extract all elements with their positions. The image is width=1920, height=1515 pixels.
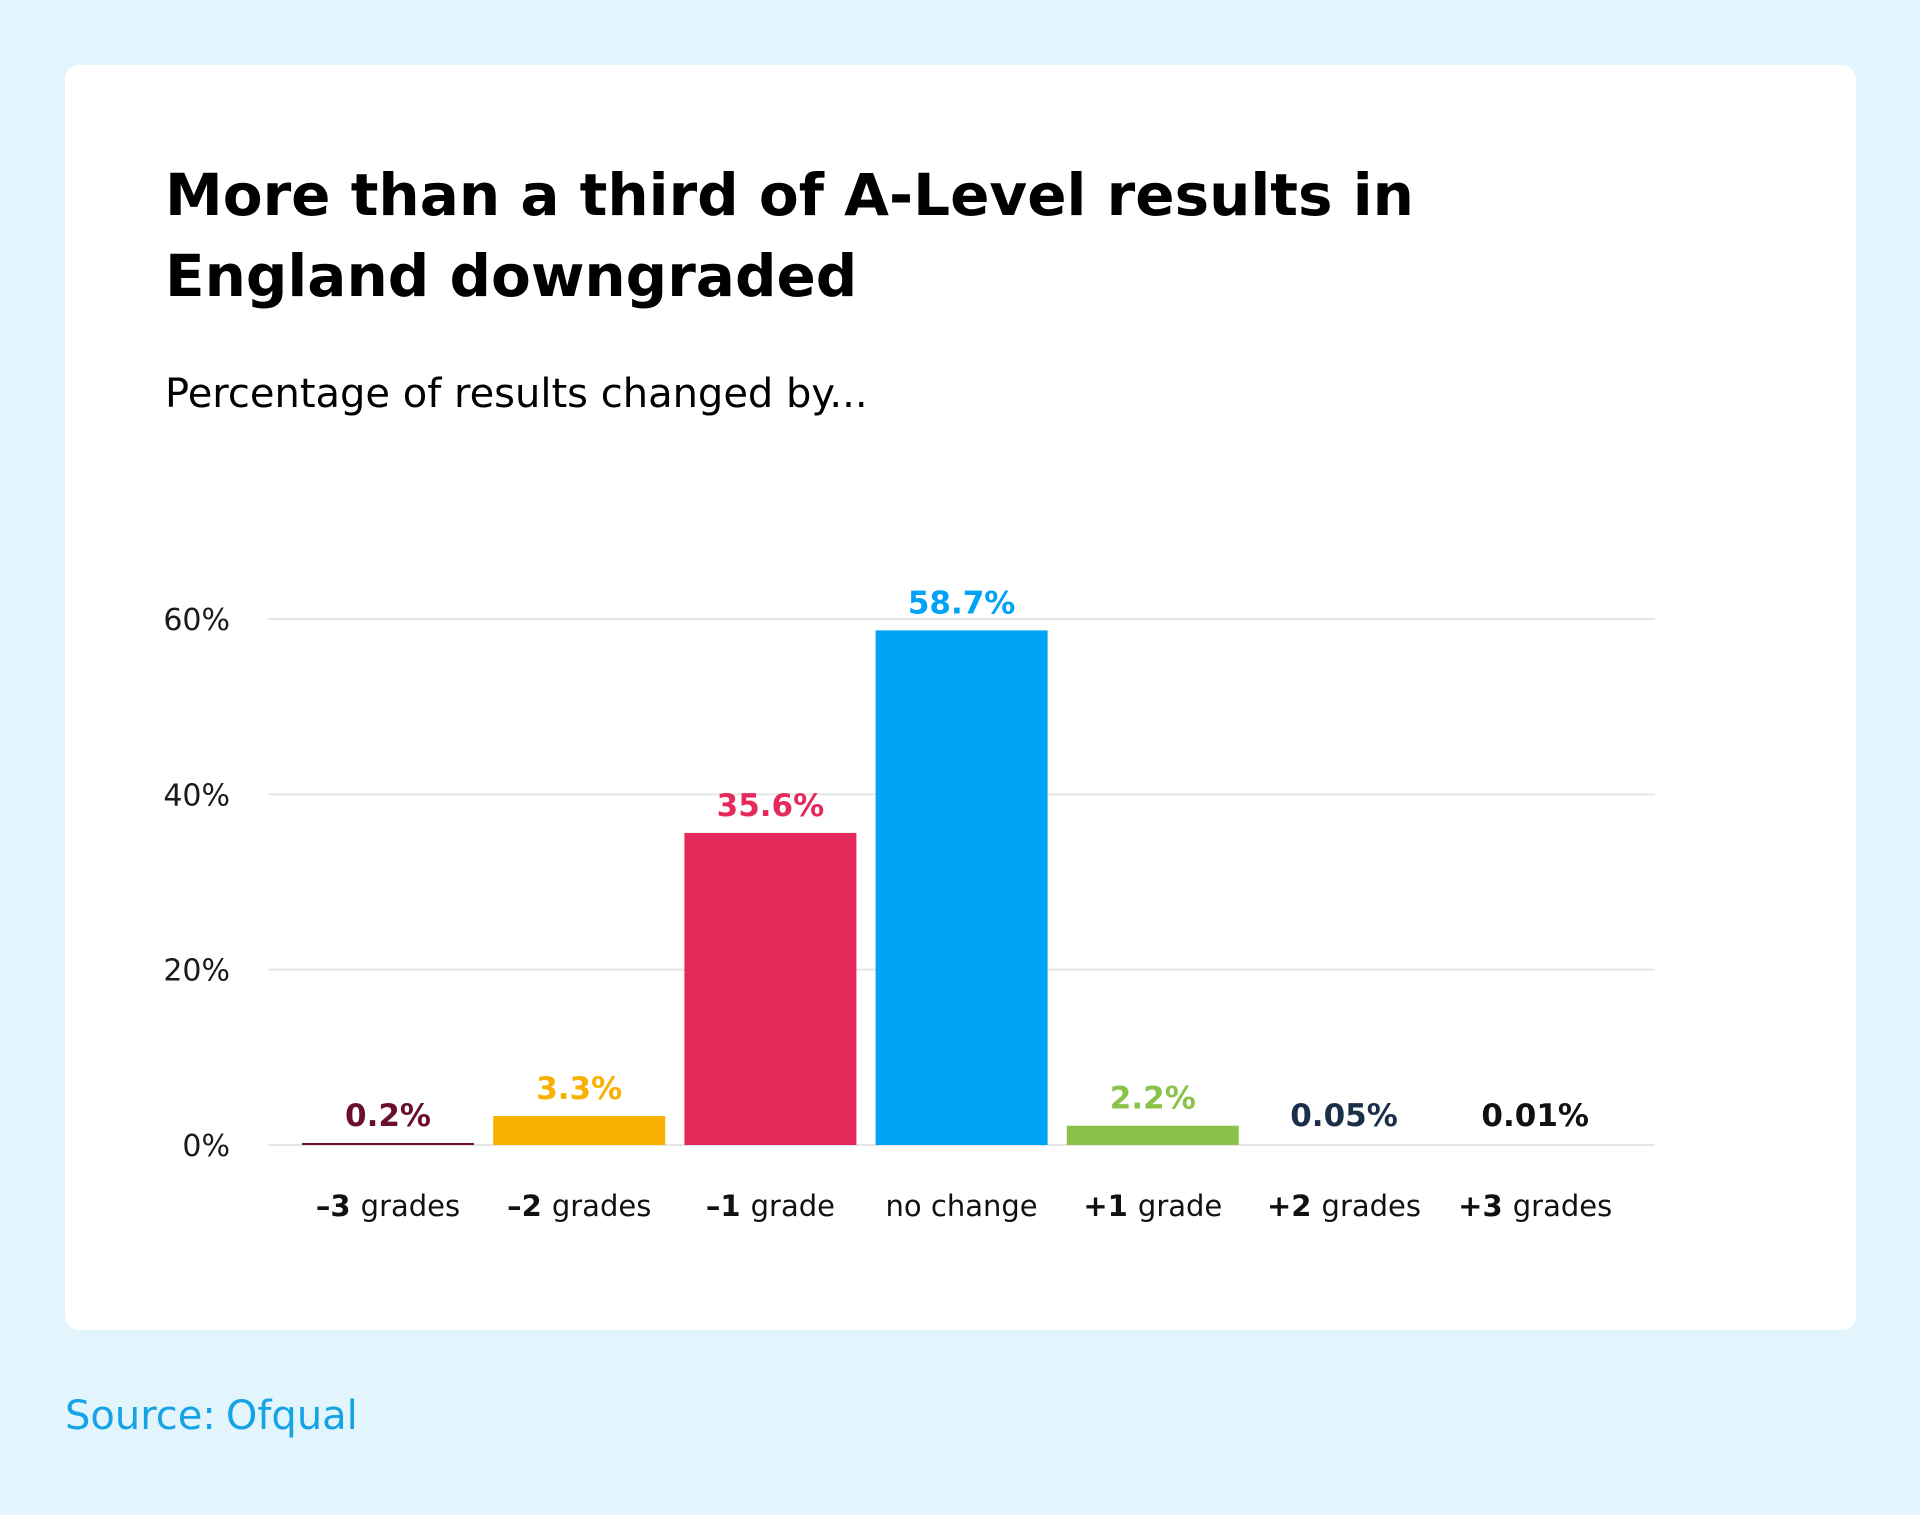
source-name: Ofqual [225,1393,358,1439]
x-category-change: +2 [1267,1189,1322,1223]
x-category-label: +3 grades [1458,1189,1612,1223]
data-label: 35.6% [717,788,825,824]
bar [875,630,1048,1145]
data-label: 3.3% [536,1071,622,1107]
y-tick-label: 20% [163,954,230,989]
chart-subtitle: Percentage of results changed by... [165,371,868,417]
y-tick-label: 40% [163,778,230,813]
data-label: 58.7% [908,585,1016,621]
bar [493,1116,666,1145]
bar [684,832,857,1145]
x-category-label: –2 grades [507,1189,651,1223]
x-category-label: –1 grade [706,1189,835,1223]
source-label: Source: [65,1393,216,1439]
x-category-unit: grades [361,1189,460,1223]
x-category-change: +1 [1083,1189,1138,1223]
y-tick-label: 60% [163,603,230,638]
data-label: 0.01% [1481,1098,1589,1134]
source-note: Source: Ofqual [65,1390,358,1442]
x-category-unit: grade [751,1189,835,1223]
x-category-label: +2 grades [1267,1189,1421,1223]
y-tick-label: 0% [182,1129,230,1164]
x-category-label: +1 grade [1083,1189,1222,1223]
x-category-unit: grades [1322,1189,1421,1223]
x-category-label: no change [886,1189,1038,1223]
x-category-unit: no change [886,1189,1038,1223]
data-label: 2.2% [1110,1081,1196,1117]
bar [302,1143,474,1145]
x-category-change: +3 [1458,1189,1513,1223]
x-category-unit: grades [1513,1189,1612,1223]
x-category-unit: grade [1138,1189,1222,1223]
data-label: 0.05% [1290,1098,1398,1134]
bar [1066,1125,1239,1145]
data-label: 0.2% [345,1098,431,1134]
x-category-label: –3 grades [316,1189,460,1223]
x-category-unit: grades [552,1189,651,1223]
chart-title: More than a third of A-Level results in … [165,161,1414,310]
x-category-change: –3 [316,1189,361,1223]
x-category-change: –2 [507,1189,552,1223]
x-category-change: –1 [706,1189,751,1223]
